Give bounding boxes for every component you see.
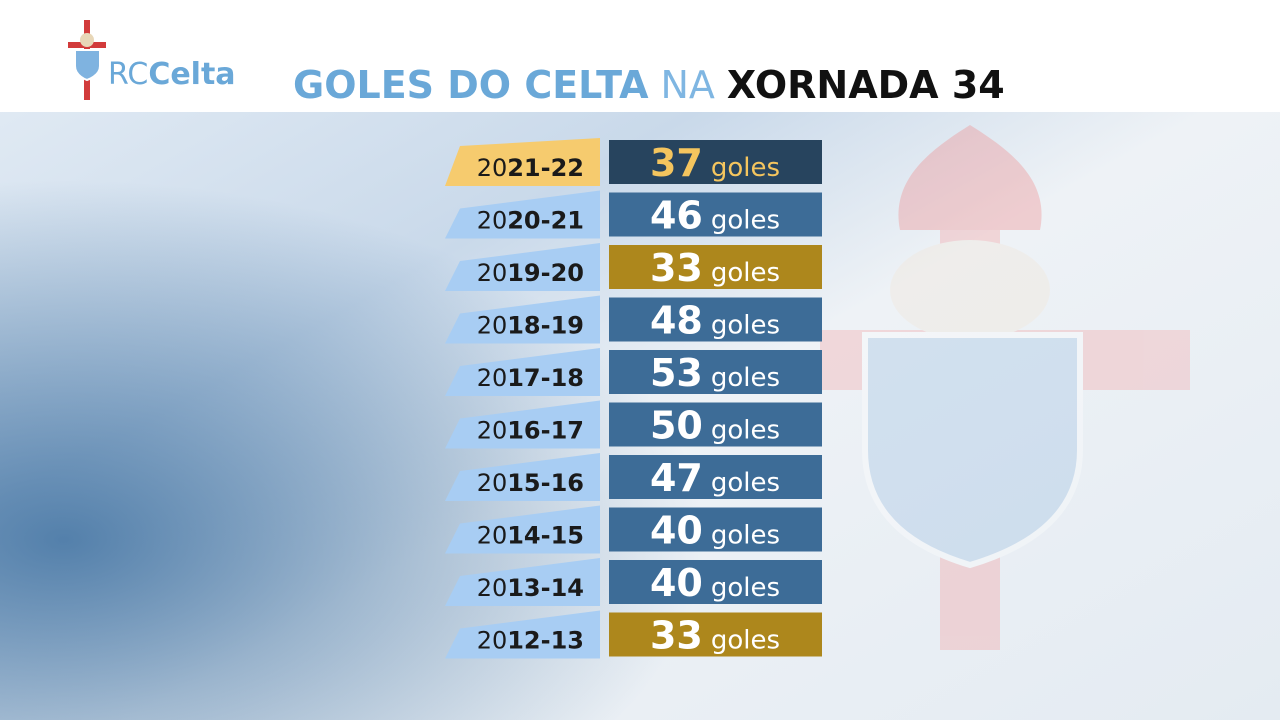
goals-number: 48 xyxy=(650,299,703,343)
goals-box xyxy=(609,245,822,289)
goals-box xyxy=(609,507,822,552)
goals-unit: goles xyxy=(711,573,780,603)
title-round: XORNADA 34 xyxy=(727,63,1005,107)
goals-unit: goles xyxy=(711,416,780,446)
crest-watermark xyxy=(820,125,1190,650)
goals-text: 46 goles xyxy=(650,194,780,238)
season-row: 2017-18 53 goles xyxy=(445,348,822,396)
goals-text: 40 goles xyxy=(650,509,780,553)
goals-box xyxy=(609,192,822,237)
season-row: 2016-17 50 goles xyxy=(445,400,822,449)
header-bar xyxy=(0,0,1280,112)
season-label: 2012-13 xyxy=(477,627,584,655)
season-row: 2020-21 46 goles xyxy=(445,190,822,239)
goals-text: 47 goles xyxy=(650,456,780,500)
season-label: 2013-14 xyxy=(477,574,584,602)
goals-number: 53 xyxy=(650,351,703,395)
season-tag xyxy=(445,453,600,501)
season-tag xyxy=(445,400,600,449)
season-label: 2014-15 xyxy=(477,522,584,550)
goals-number: 50 xyxy=(650,404,703,448)
season-row: 2013-14 40 goles xyxy=(445,558,822,606)
goals-number: 40 xyxy=(650,561,703,605)
season-row: 2015-16 47 goles xyxy=(445,453,822,501)
goals-text: 33 goles xyxy=(650,246,780,290)
logo-crest xyxy=(68,20,106,100)
season-tag xyxy=(445,505,600,554)
goals-unit: goles xyxy=(711,363,780,393)
logo-prefix: RC xyxy=(108,57,148,92)
logo-text: RCCelta xyxy=(108,57,236,92)
title-connector: NA xyxy=(661,63,715,107)
season-tag xyxy=(445,190,600,239)
season-tag xyxy=(445,348,600,396)
title: GOLES DO CELTA NA XORNADA 34 xyxy=(293,63,1005,107)
goals-text: 37 goles xyxy=(650,141,780,185)
goals-box xyxy=(609,402,822,447)
goals-unit: goles xyxy=(711,468,780,498)
season-tag xyxy=(445,558,600,606)
season-label: 2019-20 xyxy=(477,259,584,287)
season-row: 2014-15 40 goles xyxy=(445,505,822,554)
goals-number: 46 xyxy=(650,194,703,238)
goals-unit: goles xyxy=(711,153,780,183)
season-tag xyxy=(445,295,600,344)
season-row: 2012-13 33 goles xyxy=(445,610,822,659)
goals-unit: goles xyxy=(711,206,780,236)
goals-unit: goles xyxy=(711,258,780,288)
season-list: 2021-22 37 goles 2020-21 46 goles 2019-20 33 gol… xyxy=(445,138,822,659)
season-row: 2021-22 37 goles xyxy=(445,138,822,186)
goals-box xyxy=(609,560,822,604)
goals-number: 33 xyxy=(650,614,703,658)
season-label: 2018-19 xyxy=(477,312,584,340)
goals-unit: goles xyxy=(711,311,780,341)
goals-box xyxy=(609,297,822,342)
season-label: 2021-22 xyxy=(477,154,584,182)
season-row: 2019-20 33 goles xyxy=(445,243,822,291)
season-label: 2017-18 xyxy=(477,364,584,392)
goals-number: 33 xyxy=(650,246,703,290)
season-tag xyxy=(445,610,600,659)
goals-text: 40 goles xyxy=(650,561,780,605)
goals-text: 50 goles xyxy=(650,404,780,448)
goals-number: 40 xyxy=(650,509,703,553)
goals-number: 37 xyxy=(650,141,703,185)
title-main: GOLES DO CELTA xyxy=(293,63,649,107)
season-tag xyxy=(445,243,600,291)
logo-name: Celta xyxy=(148,57,235,92)
season-label: 2020-21 xyxy=(477,207,584,235)
goals-unit: goles xyxy=(711,521,780,551)
goals-number: 47 xyxy=(650,456,703,500)
goals-box xyxy=(609,350,822,394)
goals-box xyxy=(609,455,822,499)
goals-box xyxy=(609,612,822,657)
goals-text: 53 goles xyxy=(650,351,780,395)
goals-text: 48 goles xyxy=(650,299,780,343)
season-label: 2015-16 xyxy=(477,469,584,497)
season-row: 2018-19 48 goles xyxy=(445,295,822,344)
season-label: 2016-17 xyxy=(477,417,584,445)
season-tag xyxy=(445,138,600,186)
goals-text: 33 goles xyxy=(650,614,780,658)
goals-box xyxy=(609,140,822,184)
goals-unit: goles xyxy=(711,626,780,656)
